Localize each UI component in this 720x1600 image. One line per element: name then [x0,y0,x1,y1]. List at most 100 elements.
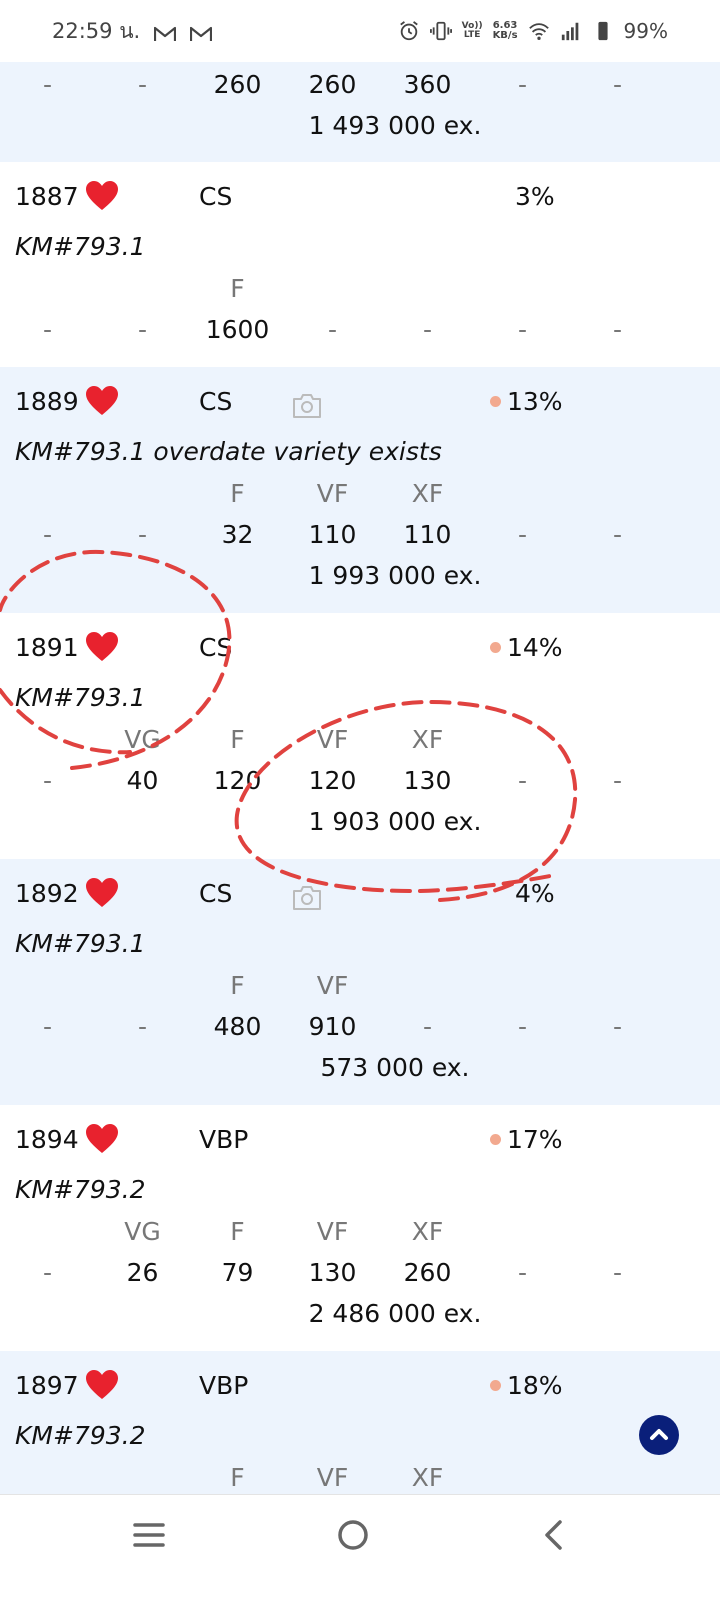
coin-row[interactable]: 1894 VBP 17% KM#793.2 VG F VF XF - 26 79… [0,1105,720,1351]
price-cell: 120 [308,766,357,795]
grade-label: F [230,1463,245,1492]
favorite-heart-icon[interactable] [85,385,119,417]
recent-apps-button[interactable] [119,1515,179,1555]
rarity-percent: 14% [490,633,563,662]
home-circle-icon [338,1520,368,1550]
price-cell: - [517,70,528,99]
rarity-percent: 3% [515,182,555,211]
mint-mark: CS [199,387,233,416]
price-cell: 1600 [205,315,270,344]
favorite-heart-icon[interactable] [85,180,119,212]
grade-label: XF [411,1463,444,1492]
rarity-percent: 4% [515,879,555,908]
grade-label: F [230,274,245,303]
rarity-dot-icon [490,396,501,407]
price-cell: 260 [213,70,262,99]
grade-label: VF [316,479,349,508]
price-cell: - [137,315,148,344]
price-cell: - [327,315,338,344]
home-button[interactable] [323,1515,383,1555]
favorite-heart-icon[interactable] [85,877,119,909]
chevron-up-icon [650,1429,668,1440]
price-cell: - [42,1258,53,1287]
favorite-heart-icon[interactable] [85,1123,119,1155]
price-cell: - [42,70,53,99]
price-cell: - [42,766,53,795]
price-cell: - [517,520,528,549]
mintage: 1 903 000 ex. [308,807,482,836]
grade-label: VF [316,1217,349,1246]
rarity-dot-icon [490,1134,501,1145]
chevron-left-icon [545,1520,562,1550]
favorite-heart-icon[interactable] [85,1369,119,1401]
catalog-number: KM#793.1 [15,929,146,958]
battery-percent: 99% [623,19,668,43]
coin-row[interactable]: 1889 CS 13% KM#793.1 overdate variety ex… [0,367,720,613]
price-cell: - [612,1258,623,1287]
back-button[interactable] [525,1515,585,1555]
price-cell: - [612,766,623,795]
price-cell: 26 [126,1258,159,1287]
catalog-number: KM#793.1 [15,232,146,261]
grade-label: VG [124,1217,161,1246]
price-cell: 360 [403,70,452,99]
coin-row[interactable]: 1892 CS 4% KM#793.1 F VF - - 480 910 - -… [0,859,720,1105]
catalog-number: KM#793.1 overdate variety exists [15,437,442,466]
coin-year[interactable]: 1892 [15,877,119,909]
coin-year[interactable]: 1894 [15,1123,119,1155]
scroll-to-top-button[interactable] [639,1415,679,1455]
price-cell: - [422,1012,433,1041]
camera-icon[interactable] [292,393,322,419]
favorite-heart-icon[interactable] [85,631,119,663]
grade-label: VF [316,971,349,1000]
mint-mark: VBP [199,1125,249,1154]
price-cell: - [517,1258,528,1287]
price-cell: 130 [403,766,452,795]
rarity-percent: 13% [490,387,563,416]
grade-label: VG [124,725,161,754]
price-cell: - [137,520,148,549]
mintage: 1 493 000 ex. [308,111,482,140]
volte-indicator: Vo)) LTE [461,21,483,40]
rarity-percent: 17% [490,1125,563,1154]
price-cell: - [137,70,148,99]
status-bar: 22:59 น. Vo)) LTE 6.63 KB/s [0,0,720,62]
price-cell: 480 [213,1012,262,1041]
price-cell: 32 [221,520,254,549]
coin-year[interactable]: 1887 [15,180,119,212]
price-cell: - [517,315,528,344]
price-cell: - [612,315,623,344]
system-navigation-bar [0,1494,720,1600]
gmail-notification-icon [154,23,177,41]
signal-icon [560,20,582,42]
grade-label: F [230,971,245,1000]
coin-year[interactable]: 1897 [15,1369,119,1401]
price-cell: - [42,1012,53,1041]
coin-row[interactable]: 1887 CS 3% KM#793.1 F - - 1600 - - - - [0,162,720,367]
grade-label: XF [411,1217,444,1246]
coin-list[interactable]: - - 260 260 360 - - 1 493 000 ex. 1887 C… [0,62,720,1522]
price-cell: - [42,520,53,549]
grade-label: VF [316,725,349,754]
mint-mark: VBP [199,1371,249,1400]
coin-row[interactable]: 1897 VBP 18% KM#793.2 F VF XF [0,1351,720,1522]
coin-row[interactable]: - - 260 260 360 - - 1 493 000 ex. [0,62,720,162]
mintage: 1 993 000 ex. [308,561,482,590]
coin-year[interactable]: 1891 [15,631,119,663]
coin-year[interactable]: 1889 [15,385,119,417]
price-cell: 40 [126,766,159,795]
price-cell: 79 [221,1258,254,1287]
price-cell: - [517,1012,528,1041]
coin-row[interactable]: 1891 CS 14% KM#793.1 VG F VF XF - 40 120… [0,613,720,859]
price-cell: 110 [308,520,357,549]
camera-icon[interactable] [292,885,322,911]
catalog-number: KM#793.1 [15,683,146,712]
net-speed: 6.63 KB/s [492,20,518,41]
price-cell: - [517,766,528,795]
grade-label: VF [316,1463,349,1492]
price-cell: 260 [403,1258,452,1287]
catalog-number: KM#793.2 [15,1421,146,1450]
price-cell: 260 [308,70,357,99]
rarity-dot-icon [490,1380,501,1391]
price-cell: - [422,315,433,344]
